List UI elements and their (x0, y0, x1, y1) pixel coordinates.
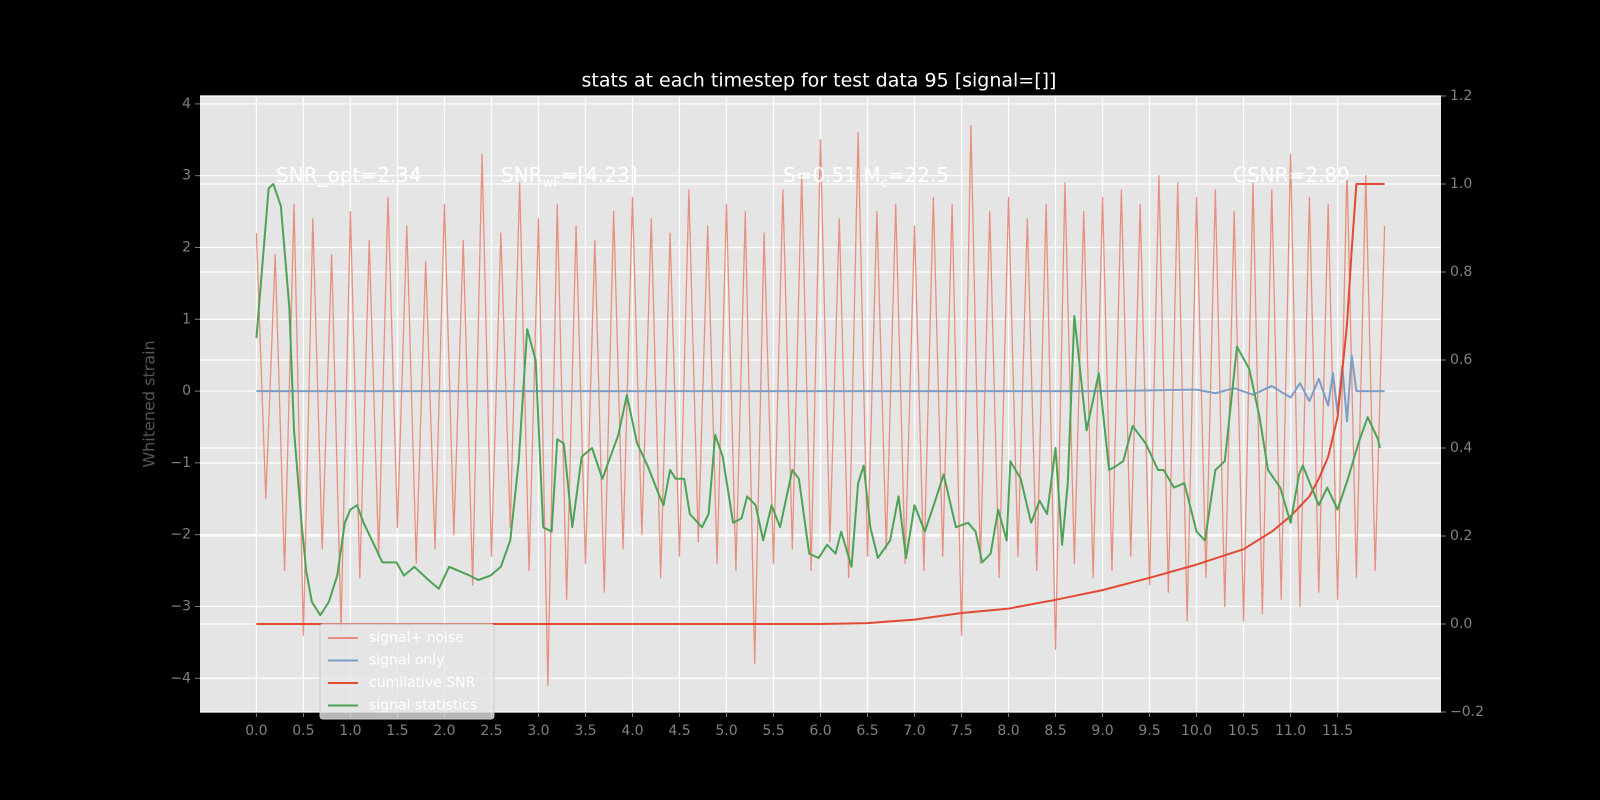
annotation: CSNR=2.89 (1233, 163, 1350, 187)
y2-tick-label: −0.2 (1450, 704, 1484, 720)
x-tick-label: 3.0 (527, 723, 549, 739)
series-line (255, 124, 1386, 687)
legend-label: signal+ noise (369, 630, 464, 646)
y-tick-label: 4 (182, 96, 191, 112)
legend-box (319, 623, 495, 720)
y2-tick-label: 1.0 (1450, 176, 1472, 192)
y2-tick-label: 0.6 (1450, 352, 1472, 368)
annotation: SNR_opt=2.34 (276, 163, 422, 187)
y2-tick-label: 0.0 (1450, 616, 1472, 632)
x-tick-label: 5.5 (762, 723, 784, 739)
x-tick-label: 1.5 (386, 723, 408, 739)
annotation-part: SNR_opt=2.34 (276, 163, 422, 187)
annotation-part: S=0.51 M (783, 163, 881, 187)
y-tick-label: 2 (182, 239, 191, 255)
marks (255, 124, 1386, 687)
x-tick-label: 8.5 (1044, 723, 1066, 739)
x-tick-label: 7.0 (903, 723, 925, 739)
x-tick-label: 6.5 (856, 723, 878, 739)
series-line (256, 354, 1385, 423)
x-tick-label: 8.0 (997, 723, 1019, 739)
annotation-part: =22.5 (888, 163, 949, 187)
annotation-part: c (881, 176, 888, 191)
x-tick-label: 10.0 (1181, 723, 1212, 739)
annotation: S=0.51 Mc=22.5 (783, 163, 949, 192)
x-tick-label: 3.5 (574, 723, 596, 739)
y-tick-label: 3 (182, 168, 191, 184)
y2-tick-label: 1.2 (1450, 88, 1472, 104)
x-tick-label: 2.0 (433, 723, 455, 739)
x-tick-label: 10.5 (1228, 723, 1259, 739)
y2-tick-label: 0.4 (1450, 440, 1472, 456)
y-tick-label: 1 (182, 311, 191, 327)
annotation-part: SNR (501, 163, 543, 187)
x-tick-label: 11.5 (1322, 723, 1353, 739)
y-tick-label: 0 (182, 383, 191, 399)
x-tick-label: 9.0 (1091, 723, 1113, 739)
x-tick-label: 6.0 (809, 723, 831, 739)
annotation: SNRwF=[4.23] (501, 163, 638, 192)
annotation-part: CSNR=2.89 (1233, 163, 1350, 187)
x-tick-label: 9.5 (1138, 723, 1160, 739)
x-tick-label: 7.5 (950, 723, 972, 739)
chart-title: stats at each timestep for test data 95 … (582, 70, 1057, 92)
legend-label: signal statistics (369, 698, 477, 714)
series-line (256, 183, 1385, 625)
annotation-part: wF (543, 176, 561, 191)
y-tick-label: −4 (170, 670, 191, 686)
labels: 0.0 0.5 1.0 1.5 2.0 2.5 3.0 3.5 4.0 4.5 5.0 5.5 6.0 6… (170, 88, 1484, 739)
x-tick-label: 4.5 (668, 723, 690, 739)
x-tick-label: 2.5 (480, 723, 502, 739)
y-tick-label: −2 (170, 527, 191, 543)
y-tick-label: −3 (170, 598, 191, 614)
legend-label: cumilative SNR (369, 675, 476, 691)
y2-tick-label: 0.8 (1450, 264, 1472, 280)
y-axis-label: Whitened strain (140, 340, 159, 467)
x-tick-label: 0.0 (245, 723, 267, 739)
x-tick-label: 1.0 (339, 723, 361, 739)
series-line (255, 183, 1381, 617)
y-tick-label: −1 (170, 455, 191, 471)
x-tick-label: 5.0 (715, 723, 737, 739)
y2-tick-label: 0.2 (1450, 528, 1472, 544)
x-tick-label: 0.5 (292, 723, 314, 739)
x-tick-label: 4.0 (621, 723, 643, 739)
x-tick-label: 11.0 (1275, 723, 1306, 739)
annotation-part: =[4.23] (561, 163, 638, 187)
legend-label: signal only (369, 653, 444, 669)
